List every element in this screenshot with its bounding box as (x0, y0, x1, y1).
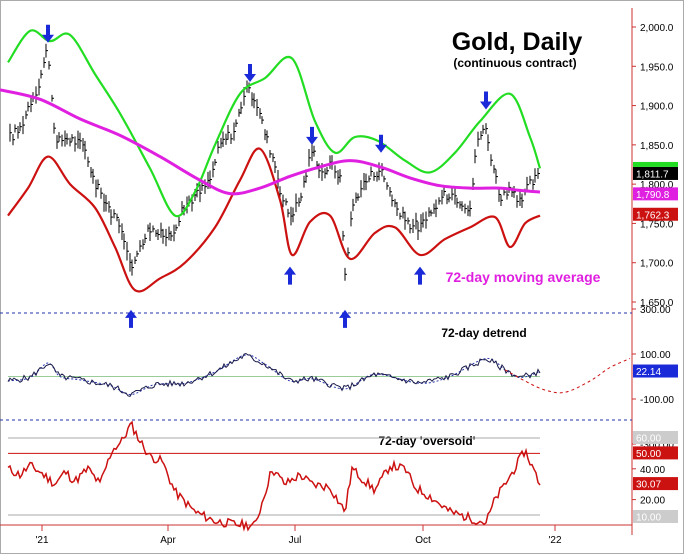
price-tick-label-6: 1,700.0 (640, 259, 674, 270)
price-tick-label-7: 1,650.0 (640, 298, 674, 309)
x-tick-label-2: Jul (289, 535, 302, 546)
detrend-smoothed-line (7, 354, 541, 396)
detrend-tick-label-1: 100.00 (640, 350, 671, 361)
down-arrow-1 (244, 64, 256, 82)
down-arrow-0 (42, 24, 54, 43)
last-detrend-label: 22.14 (636, 367, 661, 378)
cycle-arrows (42, 24, 492, 328)
last-oversold-label-box (633, 477, 678, 491)
last-lower-band-label: 1,762.3 (636, 210, 670, 221)
upper-band-line (7, 29, 542, 218)
detrend-tick-label-3: -300.00 (640, 440, 674, 451)
chart-title: Gold, Daily (452, 28, 583, 56)
price-tick-label-5: 1,750.0 (640, 219, 674, 230)
price-tick-label-1: 1,950.0 (640, 62, 674, 73)
oversold-line (7, 420, 541, 532)
last-moving-average-label-box (633, 187, 678, 201)
price-tick-label-2: 1,900.0 (640, 102, 674, 113)
lower-band-line (7, 147, 541, 293)
oversold-60-label-box (633, 431, 678, 444)
last-value-labels: 1,811.7 1,790.8 1,762.3 22.14 60.00 50.00 30.0… (633, 161, 678, 524)
oversold-50-label-box (633, 446, 678, 460)
oversold-axis-ticks: 40.00 20.00 (632, 465, 665, 507)
moving-average-annotation: 72-day moving average (446, 269, 601, 285)
up-arrow-2 (339, 309, 351, 328)
oversold-reference-lines (8, 376, 540, 516)
down-arrow-2 (306, 126, 318, 145)
detrend-tick-label-2: -100.00 (640, 395, 674, 406)
oversold-tick-label-2: 40.00 (640, 465, 665, 476)
oversold-label: 72-day 'oversold' (378, 434, 475, 448)
down-arrow-3 (375, 134, 387, 153)
up-arrow-0 (125, 309, 137, 328)
detrend-label: 72-day detrend (441, 326, 526, 340)
moving-average-line (0, 88, 541, 196)
last-price-label-box (633, 166, 678, 180)
x-axis-ticks: '21 Apr Jul Oct '22 (35, 525, 562, 546)
price-tick-label-0: 2,000.0 (640, 23, 674, 34)
last-price-label: 1,811.7 (636, 169, 669, 180)
detrend-line (7, 352, 541, 397)
price-tick-label-4: 1,800.0 (640, 180, 674, 191)
up-arrow-1 (284, 266, 296, 285)
detrend-tick-label-0: 300.00 (640, 305, 671, 316)
up-arrow-3 (414, 266, 426, 285)
price-tick-label-3: 1,850.0 (640, 141, 674, 152)
down-arrow-4 (480, 91, 492, 110)
oversold-tick-label-4: 20.00 (640, 496, 665, 507)
x-tick-label-3: Oct (415, 535, 431, 546)
x-tick-label-1: Apr (160, 535, 176, 546)
chart-subtitle: (continuous contract) (453, 56, 576, 70)
oversold-10-label-box (633, 510, 678, 523)
last-lower-band-label-box (633, 207, 678, 221)
x-tick-label-0: '21 (35, 535, 48, 546)
detrend-projection-line (504, 358, 631, 394)
price-axis-ticks: 2,000.0 1,950.0 1,900.0 1,850.0 1,800.0 1,750… (632, 23, 674, 309)
x-tick-label-4: '22 (548, 535, 561, 546)
oversold-60-label: 60.00 (636, 434, 661, 445)
upper-band-marker (633, 161, 678, 167)
oversold-50-label: 50.00 (636, 449, 661, 460)
last-detrend-label-box (633, 364, 678, 378)
last-moving-average-label: 1,790.8 (636, 190, 670, 201)
oversold-10-label: 10.00 (636, 513, 661, 524)
last-oversold-label: 30.07 (636, 480, 661, 491)
